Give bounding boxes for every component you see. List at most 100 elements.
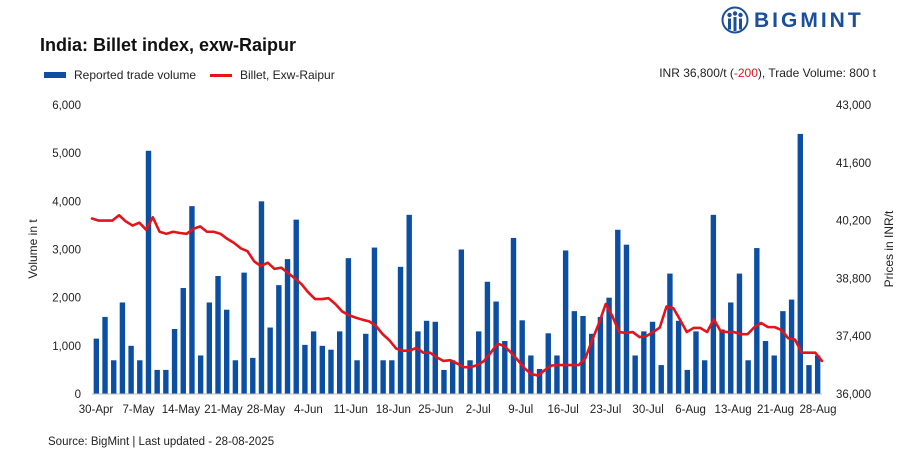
volume-bar bbox=[728, 302, 734, 394]
volume-bar bbox=[180, 288, 186, 394]
left-axis-ticks: 0 1,000 2,000 3,000 4,000 5,000 6,000 bbox=[52, 100, 81, 401]
y2-axis-label: Prices in INR/t bbox=[882, 210, 896, 287]
volume-bar bbox=[250, 357, 256, 395]
volume-bar bbox=[319, 345, 325, 394]
volume-bar bbox=[606, 297, 612, 394]
y2-tick-label: 40,200 bbox=[836, 216, 871, 228]
x-tick-label: 9-Jul bbox=[508, 404, 533, 416]
volume-bar bbox=[476, 331, 482, 394]
volume-bar bbox=[171, 328, 178, 394]
volume-bar bbox=[310, 331, 317, 394]
volume-bar bbox=[545, 333, 551, 394]
volume-bar bbox=[241, 272, 247, 394]
x-tick-label: 14-May bbox=[162, 404, 201, 416]
summary-volume: ), Trade Volume: 800 t bbox=[757, 66, 876, 80]
volume-bar bbox=[145, 150, 152, 394]
x-tick-label: 18-Jun bbox=[376, 404, 411, 416]
y-tick-label: 5,000 bbox=[52, 148, 81, 160]
volume-bar bbox=[128, 345, 134, 394]
y-tick-label: 6,000 bbox=[52, 100, 81, 112]
volume-bar bbox=[354, 360, 360, 394]
volume-bar bbox=[597, 316, 604, 394]
volume-bar bbox=[562, 250, 569, 394]
volume-bar bbox=[111, 360, 117, 394]
volume-bar bbox=[745, 360, 751, 394]
volume-bar bbox=[267, 327, 273, 394]
volume-bar bbox=[675, 320, 682, 394]
volume-bar bbox=[806, 365, 812, 394]
volume-bars bbox=[93, 133, 821, 395]
x-tick-label: 30-Apr bbox=[79, 404, 114, 416]
volume-bar bbox=[432, 321, 438, 394]
x-tick-label: 16-Jul bbox=[548, 404, 579, 416]
y-tick-label: 0 bbox=[75, 389, 81, 401]
volume-bar bbox=[371, 247, 378, 394]
volume-bar bbox=[215, 275, 221, 394]
volume-bar bbox=[658, 365, 664, 394]
x-tick-label: 2-Jul bbox=[466, 404, 491, 416]
volume-bar bbox=[380, 360, 386, 394]
volume-bar bbox=[197, 355, 204, 394]
bigmint-logo bbox=[721, 6, 749, 34]
volume-bar bbox=[510, 237, 517, 394]
volume-bar bbox=[137, 360, 143, 394]
volume-bar bbox=[788, 299, 795, 394]
volume-bar bbox=[701, 360, 708, 394]
volume-bar bbox=[397, 266, 404, 394]
volume-bar bbox=[754, 248, 760, 394]
volume-bar bbox=[224, 309, 230, 394]
volume-bar bbox=[780, 311, 786, 394]
volume-bar bbox=[154, 369, 160, 394]
volume-bar bbox=[441, 369, 447, 394]
x-tick-label: 28-Aug bbox=[799, 404, 836, 416]
x-tick-label: 30-Jul bbox=[632, 404, 663, 416]
source-note: Source: BigMint | Last updated - 28-08-2… bbox=[48, 436, 275, 448]
volume-bar bbox=[415, 331, 421, 394]
volume-bar bbox=[719, 329, 725, 394]
price-summary: INR 36,800/t (-200), Trade Volume: 800 t bbox=[659, 66, 876, 80]
volume-bar bbox=[536, 368, 543, 394]
volume-bar bbox=[345, 258, 352, 394]
x-tick-label: 25-Jun bbox=[418, 404, 453, 416]
legend-label-price: Billet, Exw-Raipur bbox=[240, 68, 335, 82]
x-tick-label: 13-Aug bbox=[715, 404, 752, 416]
volume-bar bbox=[814, 355, 821, 394]
volume-bar bbox=[328, 349, 334, 394]
volume-bar bbox=[258, 201, 265, 394]
volume-bar bbox=[102, 316, 108, 394]
volume-bar bbox=[771, 355, 777, 394]
volume-bar bbox=[589, 333, 595, 394]
volume-bar bbox=[684, 369, 690, 394]
legend-swatch-line bbox=[210, 74, 232, 77]
volume-bar bbox=[302, 344, 308, 394]
x-tick-label: 4-Jun bbox=[294, 404, 323, 416]
volume-bar bbox=[667, 273, 673, 394]
y-tick-label: 2,000 bbox=[52, 293, 81, 305]
volume-bar bbox=[797, 133, 803, 394]
volume-bar bbox=[580, 315, 586, 394]
x-tick-label: 7-May bbox=[123, 404, 155, 416]
volume-bar bbox=[389, 360, 395, 394]
chart-title: India: Billet index, exw-Raipur bbox=[40, 35, 297, 55]
summary-price: INR 36,800/t ( bbox=[659, 66, 734, 80]
brand-name: BIGMINT bbox=[754, 9, 864, 32]
x-tick-label: 11-Jun bbox=[334, 404, 368, 416]
x-tick-label: 6-Aug bbox=[675, 404, 706, 416]
right-axis-ticks: 36,000 37,400 38,800 40,200 41,600 43,000 bbox=[836, 100, 871, 401]
price-line bbox=[90, 213, 824, 377]
volume-bar bbox=[615, 229, 621, 394]
y2-tick-label: 37,400 bbox=[836, 331, 871, 343]
x-axis-ticks: 30-Apr 7-May 14-May 21-May 28-May 4-Jun 11-Jun… bbox=[79, 404, 837, 416]
volume-bar bbox=[363, 333, 369, 394]
volume-bar bbox=[119, 302, 126, 394]
volume-bar bbox=[632, 355, 638, 394]
y-tick-label: 4,000 bbox=[52, 196, 81, 208]
x-tick-label: 23-Jul bbox=[590, 404, 621, 416]
volume-bar bbox=[189, 206, 195, 394]
volume-bar bbox=[293, 219, 299, 394]
volume-bar bbox=[284, 259, 291, 394]
volume-bar bbox=[641, 331, 647, 394]
volume-bar bbox=[484, 281, 491, 394]
volume-bar bbox=[423, 320, 430, 394]
